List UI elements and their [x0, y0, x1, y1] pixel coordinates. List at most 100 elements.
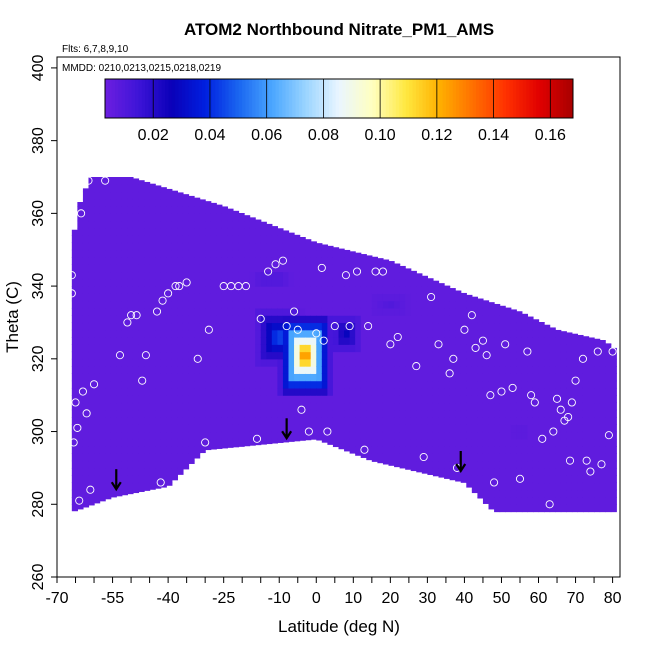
heatmap-cell: [71, 271, 78, 280]
heatmap-cell: [355, 431, 362, 440]
heatmap-cell: [421, 460, 428, 469]
heatmap-cell: [527, 438, 534, 447]
heatmap-cell: [105, 184, 112, 193]
heatmap-cell: [88, 337, 95, 345]
heatmap-cell: [294, 438, 301, 442]
heatmap-cell: [588, 395, 595, 404]
heatmap-cell: [566, 402, 573, 411]
heatmap-cell: [605, 351, 612, 360]
heatmap-cell: [327, 286, 334, 294]
heatmap-cell: [288, 402, 295, 411]
heatmap-cell: [260, 417, 267, 425]
heatmap-cell: [105, 446, 112, 454]
heatmap-cell: [94, 438, 101, 447]
heatmap-cell: [171, 315, 178, 324]
colorbar-swatch: [325, 79, 330, 118]
heatmap-cell: [338, 257, 345, 265]
heatmap-cell: [171, 242, 178, 251]
heatmap-cell: [177, 417, 184, 425]
heatmap-cell: [149, 286, 156, 294]
heatmap-cell: [305, 438, 312, 441]
heatmap-cell: [199, 220, 206, 229]
heatmap-cell: [282, 257, 290, 265]
heatmap-cell: [160, 315, 167, 324]
heatmap-cell: [532, 489, 540, 498]
heatmap-cell: [188, 198, 195, 207]
heatmap-cell: [105, 198, 112, 207]
heatmap-cell: [294, 351, 301, 360]
heatmap-cell: [444, 467, 451, 476]
heatmap-cell: [588, 409, 595, 418]
heatmap-cell: [527, 322, 534, 331]
heatmap-cell: [94, 467, 101, 476]
heatmap-cell: [177, 206, 184, 214]
heatmap-cell: [182, 373, 190, 382]
heatmap-cell: [199, 351, 206, 360]
colorbar-swatch: [489, 79, 494, 118]
heatmap-cell: [171, 198, 178, 207]
heatmap-cell: [316, 243, 323, 251]
heatmap-cell: [332, 315, 340, 324]
heatmap-cell: [160, 187, 167, 193]
heatmap-cell: [282, 344, 290, 353]
heatmap-cell: [538, 409, 545, 418]
heatmap-cell: [382, 402, 390, 411]
heatmap-cell: [499, 475, 506, 484]
heatmap-cell: [444, 329, 451, 338]
heatmap-cell: [605, 380, 612, 389]
heatmap-cell: [488, 446, 495, 454]
heatmap-cell: [166, 482, 173, 486]
heatmap-cell: [127, 300, 134, 309]
heatmap-cell: [505, 438, 512, 447]
heatmap-cell: [94, 293, 101, 302]
observation-point: [323, 427, 332, 436]
heatmap-cell: [244, 344, 251, 353]
heatmap-cell: [155, 315, 162, 324]
heatmap-cell: [238, 322, 245, 331]
heatmap-cell: [182, 380, 190, 389]
heatmap-cell: [482, 300, 490, 309]
heatmap-cell: [77, 489, 84, 498]
heatmap-cell: [155, 453, 162, 462]
heatmap-cell: [310, 366, 317, 374]
heatmap-cell: [394, 351, 401, 360]
heatmap-cell: [555, 387, 562, 396]
heatmap-cell: [416, 278, 423, 287]
heatmap-cell: [316, 315, 323, 324]
heatmap-cell: [116, 366, 123, 374]
heatmap-cell: [610, 380, 617, 389]
heatmap-cell: [116, 242, 123, 251]
heatmap-cell: [460, 409, 467, 418]
heatmap-cell: [260, 278, 267, 287]
heatmap-cell: [382, 271, 390, 280]
heatmap-cell: [427, 424, 434, 433]
heatmap-cell: [521, 438, 529, 447]
heatmap-cell: [521, 344, 529, 353]
heatmap-cell: [488, 431, 495, 440]
heatmap-cell: [288, 337, 295, 345]
heatmap-cell: [538, 387, 545, 396]
colorbar-swatch: [369, 79, 373, 118]
heatmap-cell: [205, 358, 212, 367]
heatmap-cell: [610, 417, 617, 425]
heatmap-cell: [544, 337, 551, 345]
heatmap-cell: [238, 271, 245, 280]
heatmap-cell: [344, 249, 351, 258]
heatmap-cell: [532, 438, 540, 447]
heatmap-cell: [244, 402, 251, 411]
heatmap-cell: [121, 366, 128, 374]
heatmap-cell: [82, 497, 90, 505]
observation-point: [597, 460, 606, 469]
heatmap-cell: [477, 337, 484, 345]
heatmap-cell: [277, 278, 284, 287]
heatmap-cell: [266, 271, 273, 280]
heatmap-cell: [594, 424, 601, 433]
heatmap-cell: [571, 333, 579, 338]
heatmap-cell: [177, 358, 184, 367]
heatmap-cell: [244, 438, 251, 447]
heatmap-cell: [371, 424, 378, 433]
heatmap-cell: [494, 467, 501, 476]
heatmap-cell: [305, 344, 312, 353]
heatmap-cell: [171, 227, 178, 236]
heatmap-cell: [355, 380, 362, 389]
